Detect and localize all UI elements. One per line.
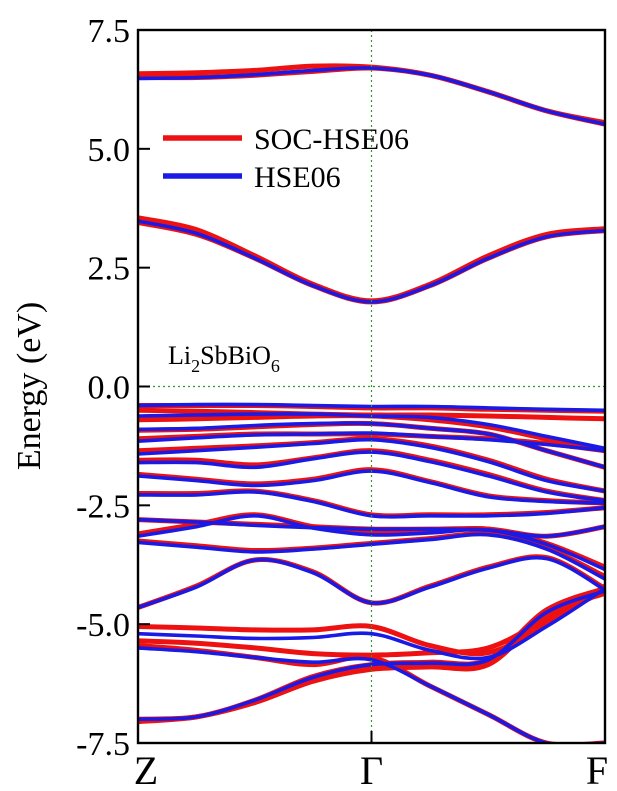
- hse06-band-5: [138, 421, 605, 470]
- hse06-band-13: [138, 532, 605, 581]
- hse06-band-15: [138, 586, 605, 661]
- y-axis-title: Energy (eV): [11, 302, 48, 470]
- y-tick-label-neg7p5: -7.5: [76, 726, 130, 763]
- y-tick-label-neg5p0: -5.0: [76, 607, 130, 644]
- hse06-band-8: [138, 450, 605, 503]
- hse06-band-14: [138, 555, 605, 610]
- compound-label: Li2SbBiO6: [168, 341, 280, 376]
- hse06-band-1: [138, 66, 605, 126]
- y-tick-label-neg2p5: -2.5: [76, 488, 130, 525]
- y-tick-label-5p0: 5.0: [88, 132, 131, 169]
- soc-hse06-band-1: [138, 63, 605, 126]
- hse06-band-7: [138, 437, 605, 493]
- hse06-band-17: [138, 646, 605, 743]
- y-tick-label-7p5: 7.5: [88, 13, 131, 50]
- guide-lines: [138, 30, 605, 743]
- y-tick-label-2p5: 2.5: [88, 251, 131, 288]
- legend-label-soc-hse06: SOC-HSE06: [254, 123, 409, 156]
- hse06-band-6: [138, 431, 605, 453]
- legend-label-hse06: HSE06: [254, 161, 341, 194]
- x-tick-label-1: Z: [134, 748, 158, 791]
- legend: SOC-HSE06 HSE06: [163, 123, 409, 194]
- x-tick-label-2: Γ: [360, 748, 383, 791]
- y-axis-ticks: 7.5 5.0 2.5 0.0 -2.5 -5.0 -7.5: [76, 13, 150, 763]
- x-tick-label-3: F: [586, 748, 608, 791]
- hse06-band-16: [138, 589, 605, 721]
- y-tick-label-0p0: 0.0: [88, 370, 131, 407]
- hse06-band-12: [138, 513, 605, 572]
